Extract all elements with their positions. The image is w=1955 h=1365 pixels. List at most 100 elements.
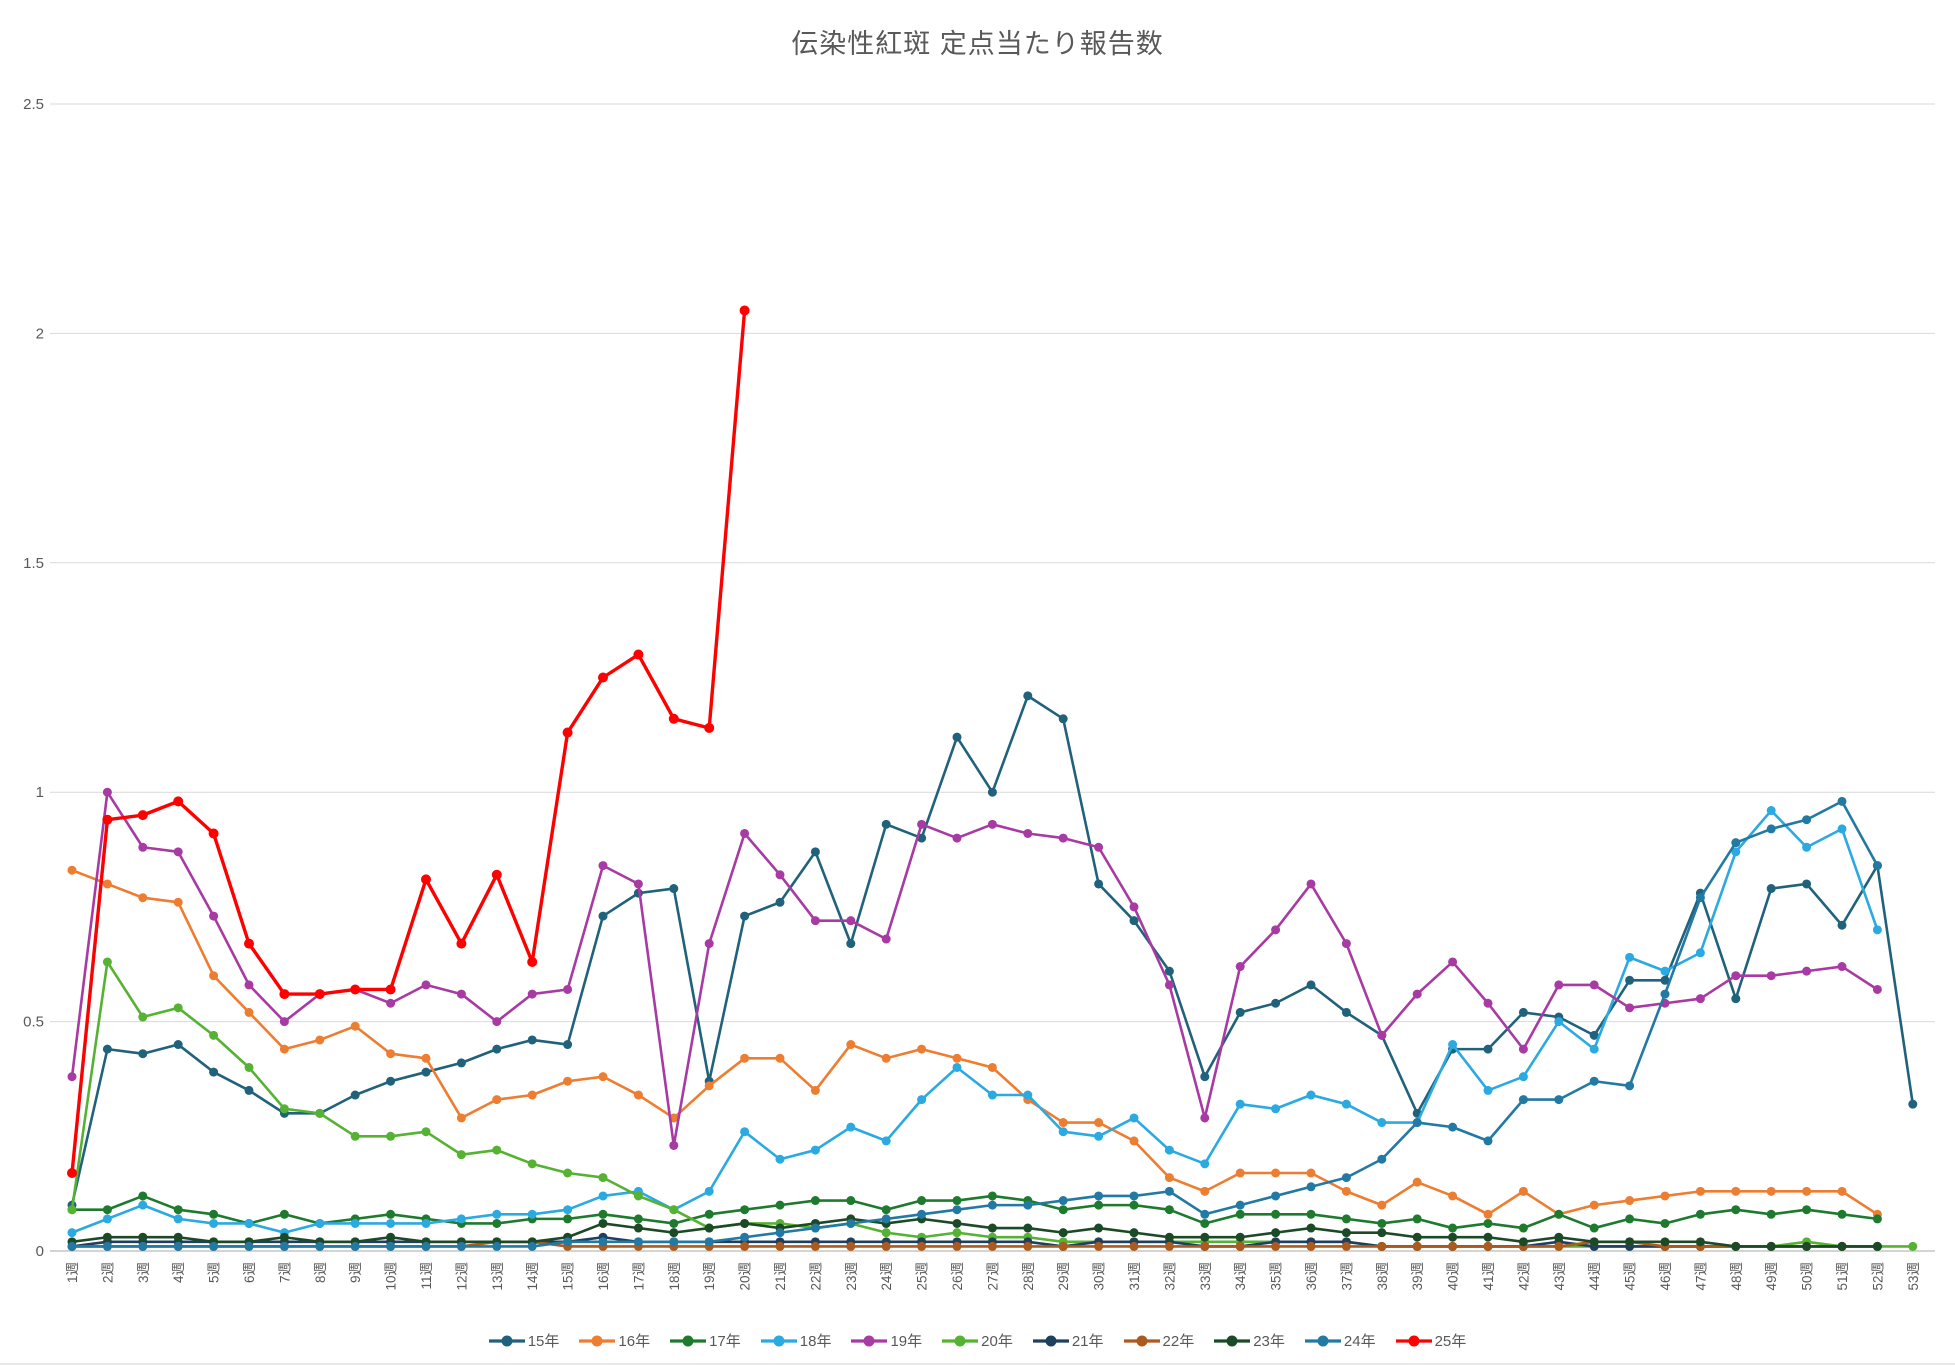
series-24-point	[1377, 1154, 1387, 1164]
series-19-point	[1306, 879, 1316, 889]
series-23-point	[1271, 1228, 1281, 1238]
series-24-point	[1341, 1173, 1351, 1183]
series-16-point	[421, 1053, 431, 1063]
legend-label-25: 25年	[1434, 1333, 1467, 1350]
series-18-point	[1200, 1159, 1210, 1169]
series-22-point	[917, 1241, 927, 1251]
legend-item-21[interactable]: 21年	[1032, 1330, 1104, 1351]
series-19-point	[1695, 994, 1705, 1004]
series-16-point	[1837, 1186, 1847, 1196]
series-24-point	[1412, 1118, 1422, 1128]
series-19-point	[456, 989, 466, 999]
series-23-point	[1766, 1241, 1776, 1251]
y-axis-tick-label: 1	[36, 784, 44, 801]
series-22-point	[1235, 1241, 1245, 1251]
series-15-point	[1200, 1072, 1210, 1082]
series-16-point	[1766, 1186, 1776, 1196]
legend-item-15[interactable]: 15年	[488, 1330, 559, 1351]
x-axis-tick-label: 33週	[1198, 1262, 1213, 1291]
x-axis-tick-label: 1週	[65, 1262, 80, 1284]
legend-item-24[interactable]: 24年	[1304, 1330, 1376, 1351]
series-18-point	[1235, 1099, 1245, 1109]
series-18-point	[740, 1127, 750, 1137]
series-16-point	[492, 1095, 502, 1105]
series-24-point	[1554, 1095, 1564, 1105]
y-axis-tick-label: 2	[36, 325, 44, 342]
x-axis-tick-label: 49週	[1764, 1262, 1779, 1291]
legend-item-23[interactable]: 23年	[1214, 1330, 1285, 1351]
series-15-point	[138, 1049, 148, 1059]
series-25-point	[137, 810, 148, 821]
series-24-point	[1094, 1191, 1104, 1201]
y-axis-tick-label: 0	[36, 1243, 44, 1260]
series-19-point	[1483, 998, 1493, 1008]
legend-item-17[interactable]: 17年	[670, 1330, 741, 1351]
series-24-point	[1589, 1076, 1599, 1086]
series-16-point	[775, 1053, 785, 1063]
series-17-point	[669, 1218, 679, 1228]
series-25-point	[668, 713, 679, 724]
series-25-point	[739, 305, 750, 316]
x-axis-tick-label: 50週	[1800, 1262, 1815, 1291]
legend-item-16[interactable]: 16年	[579, 1330, 650, 1351]
legend-item-25[interactable]: 25年	[1395, 1330, 1467, 1351]
x-axis-tick-label: 52週	[1870, 1262, 1885, 1291]
series-16-point	[1625, 1196, 1635, 1206]
series-22-point	[1129, 1241, 1139, 1251]
series-23-point	[1377, 1228, 1387, 1238]
series-19-point	[173, 847, 183, 857]
series-15-point	[1625, 975, 1635, 985]
legend-label-18: 18年	[799, 1333, 832, 1350]
x-axis-tick-label: 48週	[1729, 1262, 1744, 1291]
series-17-point	[917, 1196, 927, 1206]
series-17-point	[775, 1200, 785, 1210]
series-18-point	[1766, 806, 1776, 816]
series-17-point	[138, 1191, 148, 1201]
series-15-point	[1341, 1007, 1351, 1017]
x-axis-tick-label: 44週	[1587, 1262, 1602, 1291]
legend-item-19[interactable]: 19年	[851, 1330, 922, 1351]
series-16-point	[1518, 1186, 1528, 1196]
series-16-point	[350, 1021, 360, 1031]
series-18-point	[492, 1209, 502, 1219]
series-15-point	[1129, 916, 1139, 926]
series-25-point	[421, 874, 431, 885]
legend-item-18[interactable]: 18年	[760, 1330, 832, 1351]
series-18-point	[67, 1228, 77, 1238]
series-18-point	[1554, 1017, 1564, 1027]
series-25-point	[208, 828, 219, 839]
series-17-point	[492, 1218, 502, 1228]
series-19-point	[563, 984, 573, 994]
series-15-point	[1271, 998, 1281, 1008]
series-15-point	[1023, 691, 1033, 701]
series-17-point	[881, 1205, 891, 1215]
x-axis-tick-label: 6週	[242, 1262, 257, 1284]
series-17-point	[1554, 1209, 1564, 1219]
series-22-point	[810, 1241, 820, 1251]
series-23-point	[1164, 1232, 1174, 1242]
x-axis-tick-label: 28週	[1021, 1262, 1036, 1291]
series-24-point	[138, 1241, 148, 1251]
legend-marker-24	[1304, 1335, 1341, 1346]
series-19-point	[1554, 980, 1564, 990]
series-23-point	[1483, 1232, 1493, 1242]
series-20-point	[952, 1228, 962, 1238]
series-24-point	[740, 1232, 750, 1242]
x-axis-tick-label: 41週	[1481, 1262, 1496, 1291]
series-24-point	[1731, 838, 1741, 848]
legend-item-22[interactable]: 22年	[1123, 1330, 1194, 1351]
series-22-point	[846, 1241, 856, 1251]
series-25-point	[67, 1168, 77, 1179]
series-18-point	[846, 1122, 856, 1132]
legend-item-20[interactable]: 20年	[942, 1330, 1013, 1351]
series-17-point	[1695, 1209, 1705, 1219]
legend-marker-23	[1214, 1335, 1251, 1346]
series-24-point	[1271, 1191, 1281, 1201]
x-axis-tick-label: 23週	[844, 1262, 859, 1291]
series-22-point	[1023, 1241, 1033, 1251]
series-20-point	[244, 1062, 254, 1072]
series-19-point	[1412, 989, 1422, 999]
x-axis-tick-label: 38週	[1375, 1262, 1390, 1291]
series-17-point	[209, 1209, 219, 1219]
